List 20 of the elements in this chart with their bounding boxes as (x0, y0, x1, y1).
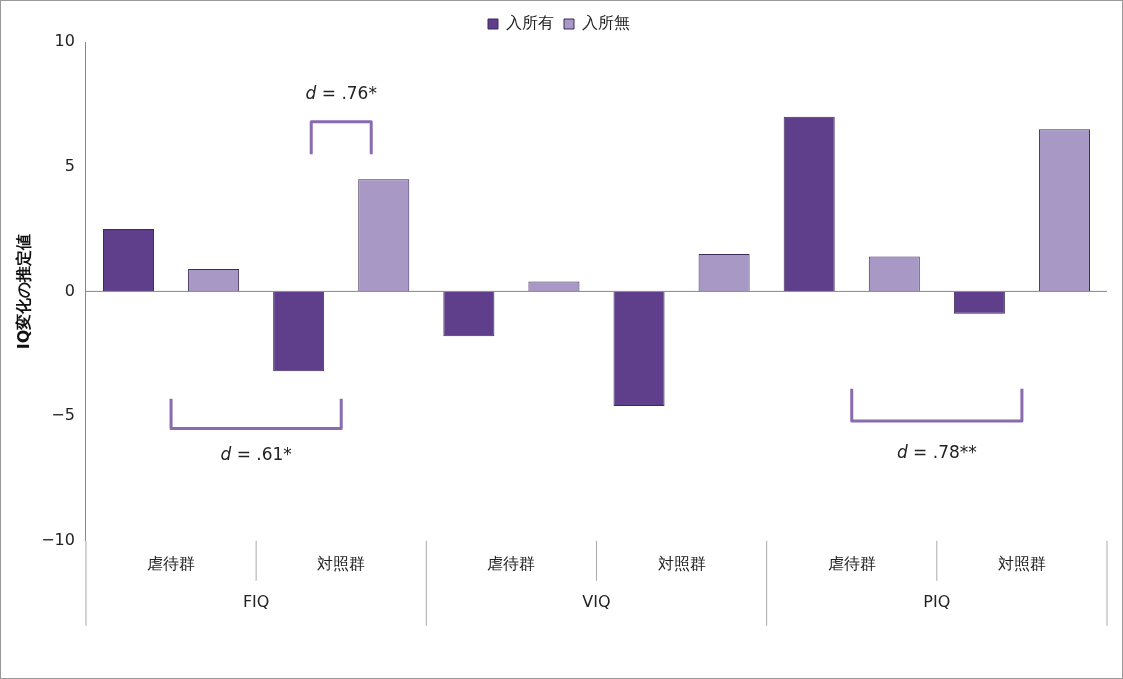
y-tick-label: −5 (51, 405, 75, 425)
x-tick-label: 対照群 (317, 553, 366, 573)
x-tick-label: 虐待群 (147, 553, 196, 573)
y-tick-label: 5 (64, 155, 75, 175)
text: VIQ (582, 591, 611, 611)
x-tick-label: 虐待群 (487, 553, 536, 573)
annotation: d = .76* (305, 82, 377, 103)
text: PIQ (923, 591, 951, 611)
y-tick-label: 10 (54, 31, 75, 51)
x-tick-label: 対照群 (997, 553, 1046, 573)
legend-label: 入所無 (582, 13, 630, 33)
x-tick-label: 対照群 (657, 553, 706, 573)
text: FIQ (242, 591, 270, 611)
annotation: d = .61* (220, 444, 292, 465)
legend-label: 入所有 (506, 13, 554, 33)
y-tick-label: 0 (64, 280, 75, 300)
y-tick-label: −10 (41, 529, 75, 549)
y-axis-title: IQ変化の推定値 (13, 233, 33, 350)
x-tick-label: 虐待群 (827, 553, 876, 573)
annotation: d = .78** (896, 441, 977, 462)
